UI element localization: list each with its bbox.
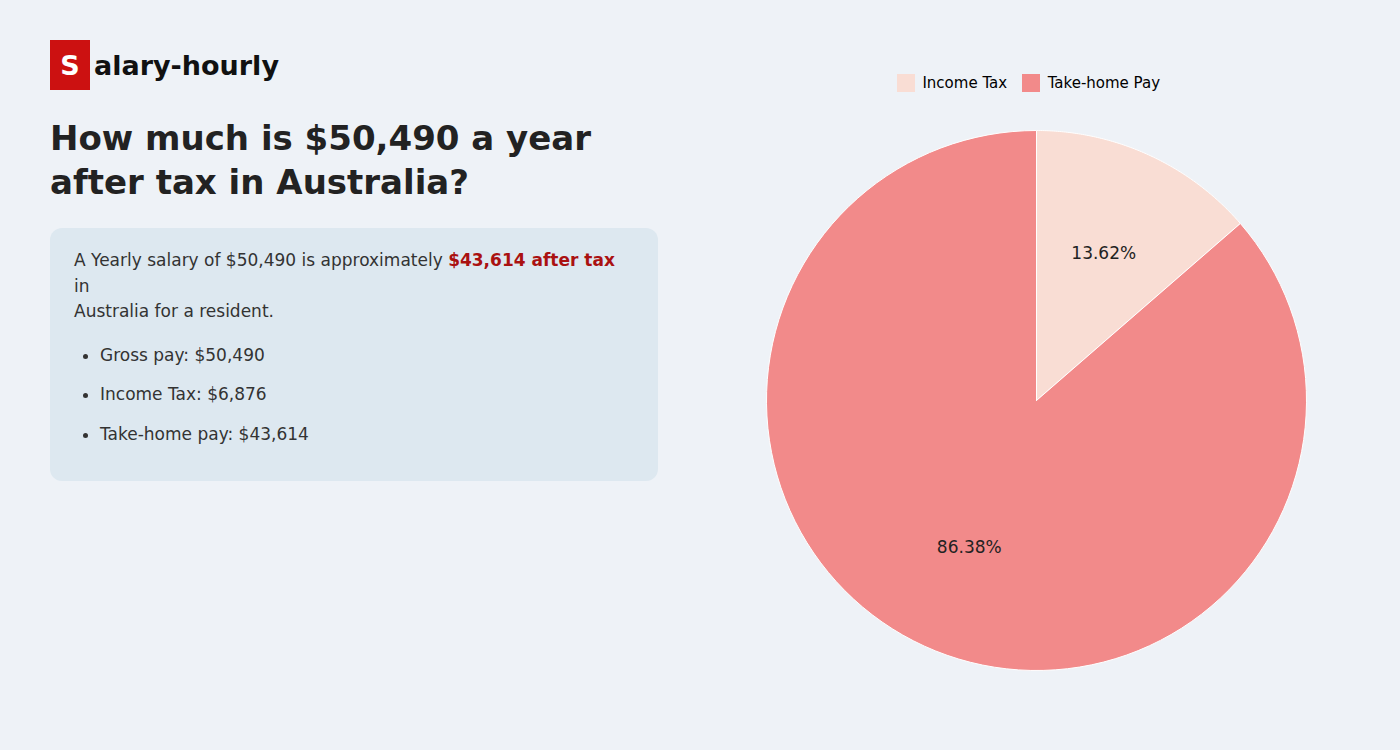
- html-text:Income Tax: Income Tax: [922, 74, 1008, 92]
- html-text:Gross pay: $50,490: Gross pay: $50,490: [100, 344, 265, 365]
- html-text:S: S: [60, 49, 80, 81]
- html-text:Income Tax: $6,876: Income Tax: $6,876: [100, 384, 267, 405]
- svg-text:13.62%: 13.62%: [1071, 242, 1136, 262]
- html-text:How much is $50,490 a year aft: How much is $50,490 a year after tax in …: [50, 118, 591, 203]
- html-text:alary-hourly: alary-hourly: [94, 49, 279, 81]
- svg-text:86.38%: 86.38%: [937, 537, 1002, 557]
- html-text:A Yearly salary of $50,490 is: A Yearly salary of $50,490 is approximat…: [74, 250, 615, 271]
- html-text:in: in: [74, 275, 90, 296]
- html-text:Take-home pay: $43,614: Take-home pay: $43,614: [100, 423, 309, 444]
- html-text:Australia for a resident.: Australia for a resident.: [74, 301, 274, 322]
- html-text:Take-home Pay: Take-home Pay: [1047, 74, 1161, 92]
